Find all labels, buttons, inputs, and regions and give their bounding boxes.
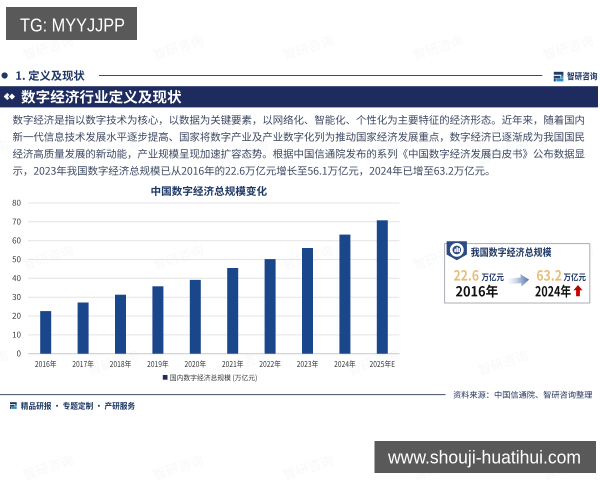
- svg-text:www.shouji-huatihui.com: www.shouji-huatihui.com: [387, 447, 581, 468]
- svg-text:TG: MYYJJPP: TG: MYYJJPP: [20, 16, 125, 36]
